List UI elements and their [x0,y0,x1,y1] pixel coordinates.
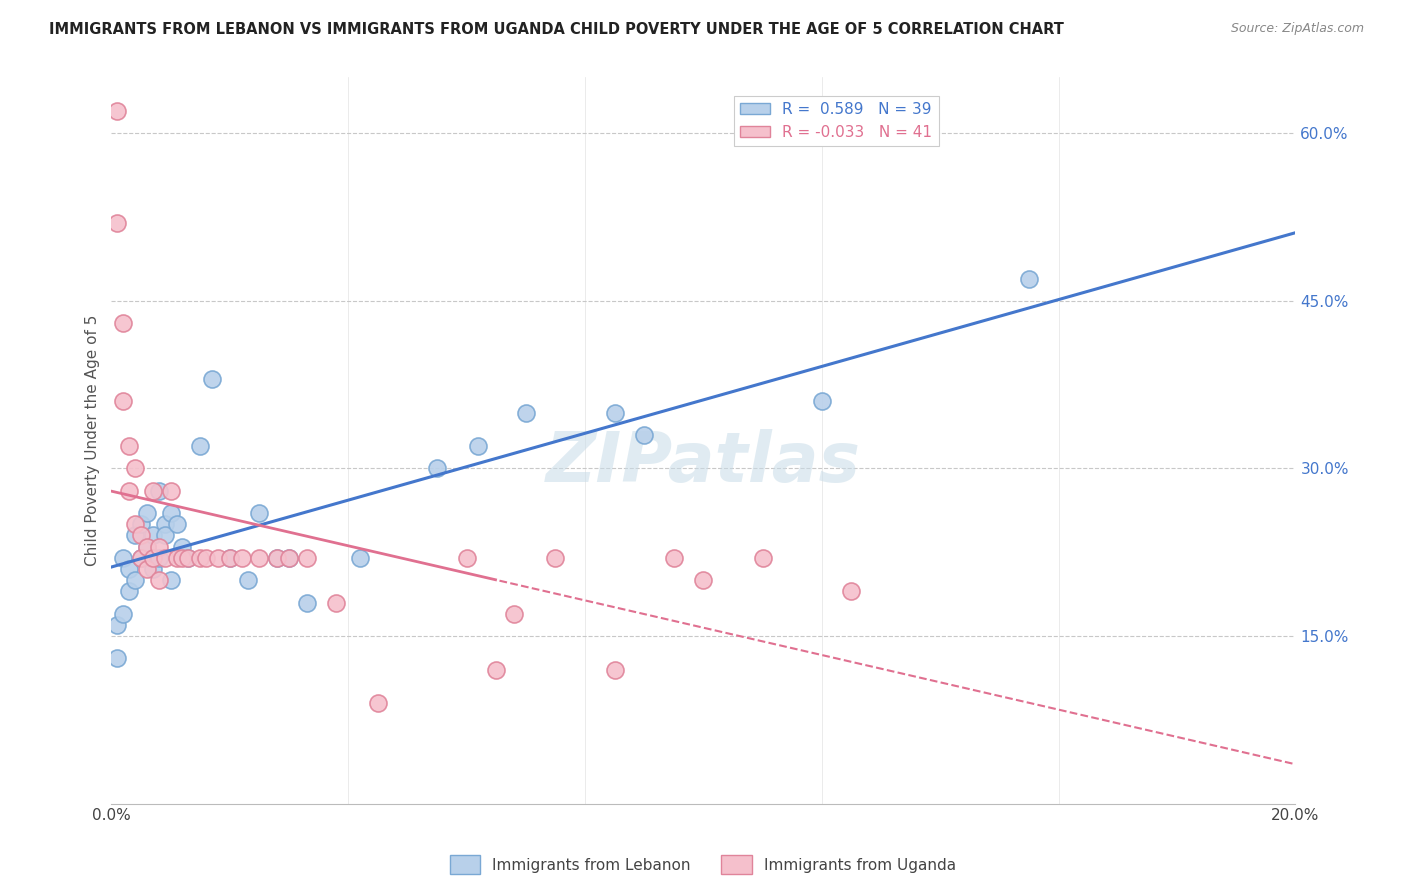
Point [112,550,135,565]
Point [662,550,685,565]
Point [603,663,626,677]
Point [148,540,170,554]
Point [266,550,288,565]
Legend: R =  0.589   N = 39, R = -0.033   N = 41: R = 0.589 N = 39, R = -0.033 N = 41 [734,96,939,145]
Point [172,550,194,565]
Point [142,528,165,542]
Point [456,550,478,565]
Point [112,316,135,330]
Point [467,439,489,453]
Text: IMMIGRANTS FROM LEBANON VS IMMIGRANTS FROM UGANDA CHILD POVERTY UNDER THE AGE OF: IMMIGRANTS FROM LEBANON VS IMMIGRANTS FR… [49,22,1064,37]
Legend: Immigrants from Lebanon, Immigrants from Uganda: Immigrants from Lebanon, Immigrants from… [443,849,963,880]
Point [129,550,152,565]
Point [142,483,165,498]
Point [195,550,218,565]
Point [112,607,135,621]
Point [426,461,449,475]
Point [751,550,773,565]
Point [177,550,200,565]
Point [148,550,170,565]
Point [266,550,288,565]
Point [136,540,159,554]
Point [105,618,128,632]
Point [166,517,188,532]
Point [118,483,141,498]
Y-axis label: Child Poverty Under the Age of 5: Child Poverty Under the Age of 5 [86,315,100,566]
Point [236,573,259,587]
Point [349,550,371,565]
Point [1018,271,1040,285]
Point [207,550,229,565]
Point [603,406,626,420]
Point [249,550,271,565]
Point [159,506,181,520]
Point [105,103,128,118]
Point [124,573,146,587]
Point [278,550,301,565]
Point [692,573,714,587]
Point [153,528,176,542]
Point [172,540,194,554]
Point [159,483,181,498]
Point [129,517,152,532]
Point [485,663,508,677]
Point [112,394,135,409]
Point [177,550,200,565]
Text: ZIPatlas: ZIPatlas [546,429,860,496]
Point [201,372,224,386]
Point [367,696,389,710]
Point [811,394,834,409]
Point [153,517,176,532]
Point [136,506,159,520]
Point [218,550,240,565]
Point [166,550,188,565]
Point [136,562,159,576]
Point [159,573,181,587]
Point [249,506,271,520]
Point [142,550,165,565]
Point [153,550,176,565]
Point [129,528,152,542]
Point [124,528,146,542]
Point [278,550,301,565]
Point [118,439,141,453]
Point [188,550,211,565]
Point [515,406,537,420]
Point [105,216,128,230]
Point [129,550,152,565]
Point [118,584,141,599]
Point [231,550,253,565]
Point [142,562,165,576]
Point [148,573,170,587]
Point [295,550,318,565]
Point [295,595,318,609]
Point [124,461,146,475]
Point [503,607,526,621]
Point [136,540,159,554]
Point [188,439,211,453]
Point [841,584,863,599]
Point [118,562,141,576]
Text: Source: ZipAtlas.com: Source: ZipAtlas.com [1230,22,1364,36]
Point [544,550,567,565]
Point [105,651,128,665]
Point [633,428,655,442]
Point [148,483,170,498]
Point [124,517,146,532]
Point [325,595,347,609]
Point [218,550,240,565]
